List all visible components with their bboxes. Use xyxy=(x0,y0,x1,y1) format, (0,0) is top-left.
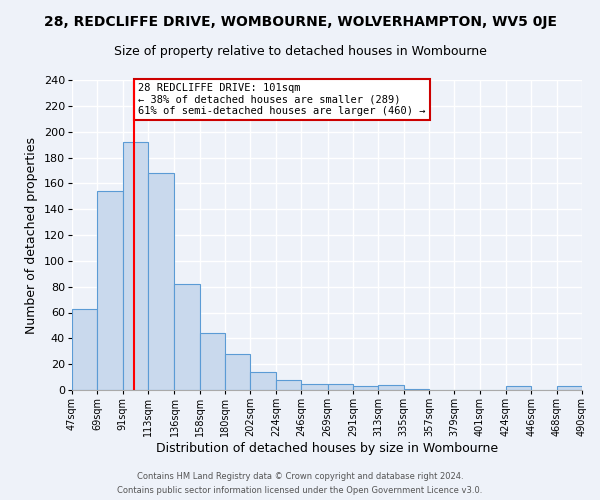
Bar xyxy=(557,386,582,390)
Bar xyxy=(225,354,250,390)
Bar xyxy=(175,284,200,390)
Bar xyxy=(72,308,97,390)
Bar xyxy=(148,173,175,390)
Bar xyxy=(122,142,148,390)
Bar xyxy=(353,386,378,390)
X-axis label: Distribution of detached houses by size in Wombourne: Distribution of detached houses by size … xyxy=(156,442,498,455)
Text: Contains HM Land Registry data © Crown copyright and database right 2024.: Contains HM Land Registry data © Crown c… xyxy=(137,472,463,481)
Text: 28, REDCLIFFE DRIVE, WOMBOURNE, WOLVERHAMPTON, WV5 0JE: 28, REDCLIFFE DRIVE, WOMBOURNE, WOLVERHA… xyxy=(44,15,557,29)
Bar xyxy=(328,384,353,390)
Bar xyxy=(97,191,122,390)
Bar xyxy=(404,388,429,390)
Bar xyxy=(506,386,532,390)
Bar xyxy=(378,385,404,390)
Bar xyxy=(276,380,301,390)
Text: Contains public sector information licensed under the Open Government Licence v3: Contains public sector information licen… xyxy=(118,486,482,495)
Text: 28 REDCLIFFE DRIVE: 101sqm
← 38% of detached houses are smaller (289)
61% of sem: 28 REDCLIFFE DRIVE: 101sqm ← 38% of deta… xyxy=(139,83,426,116)
Y-axis label: Number of detached properties: Number of detached properties xyxy=(25,136,38,334)
Bar xyxy=(250,372,276,390)
Text: Size of property relative to detached houses in Wombourne: Size of property relative to detached ho… xyxy=(113,45,487,58)
Bar xyxy=(200,333,225,390)
Bar xyxy=(301,384,328,390)
